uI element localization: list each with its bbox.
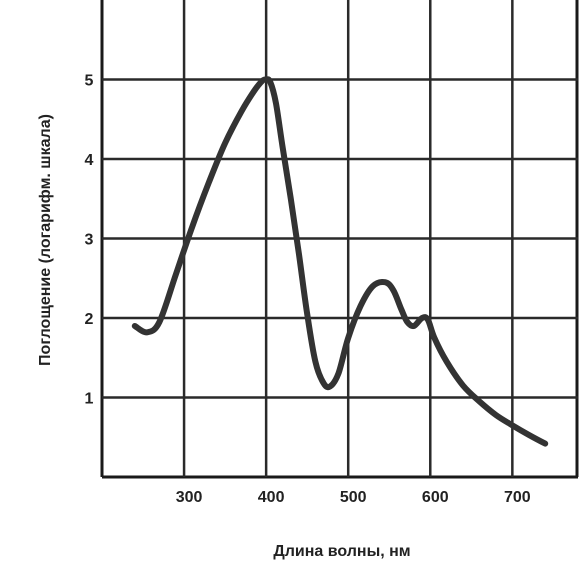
y-tick-label: 1 bbox=[85, 391, 94, 408]
x-tick-label: 300 bbox=[176, 489, 203, 506]
absorption-curve bbox=[131, 76, 549, 447]
x-tick-labels: 300 400 500 600 700 bbox=[176, 489, 531, 506]
y-tick-label: 4 bbox=[85, 152, 94, 169]
x-tick-label: 600 bbox=[422, 489, 449, 506]
x-tick-label: 500 bbox=[340, 489, 367, 506]
y-tick-label: 5 bbox=[85, 73, 94, 90]
x-tick-label: 700 bbox=[504, 489, 531, 506]
grid bbox=[100, 0, 579, 479]
y-tick-label: 2 bbox=[85, 311, 94, 328]
series-line-layer bbox=[131, 76, 549, 447]
y-axis-title: Поглощение (логарифм. шкала) bbox=[37, 114, 54, 366]
x-axis-title: Длина волны, нм bbox=[273, 543, 410, 560]
y-tick-label: 3 bbox=[85, 232, 94, 249]
y-tick-labels: 1 2 3 4 5 bbox=[85, 73, 94, 408]
x-tick-label: 400 bbox=[258, 489, 285, 506]
